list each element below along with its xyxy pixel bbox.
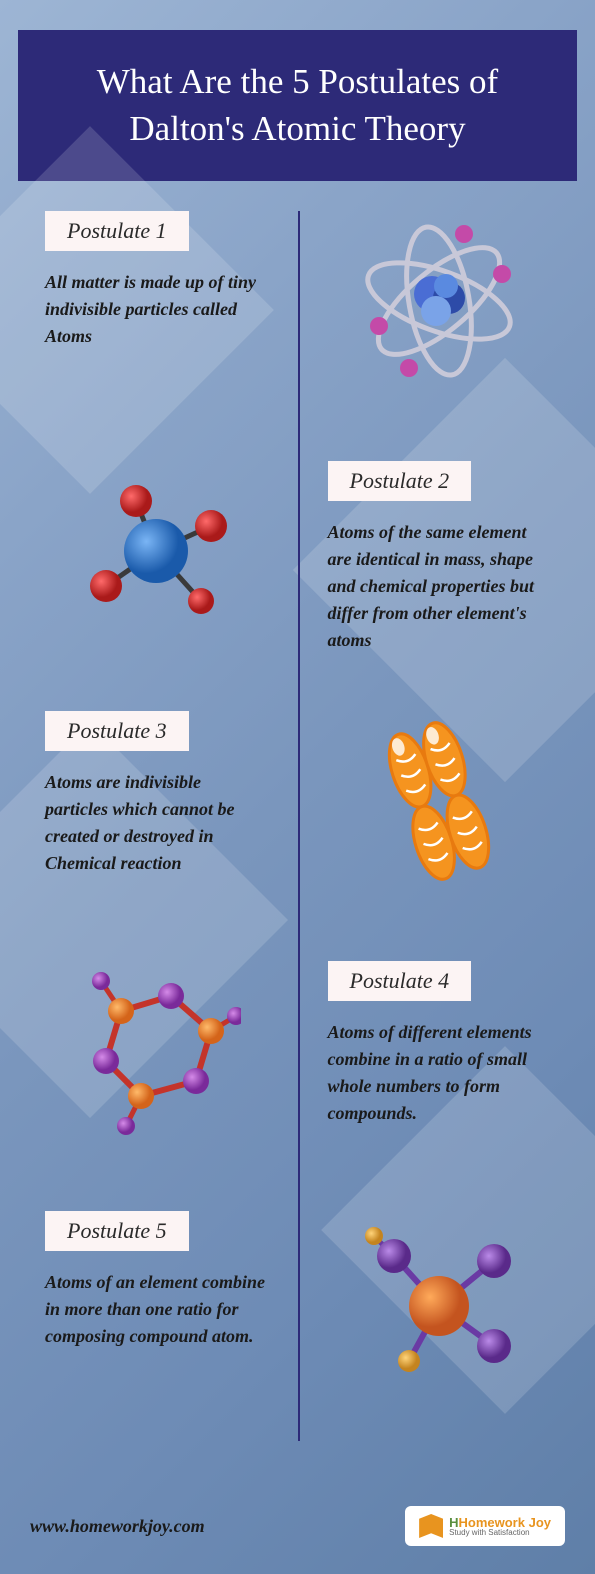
postulate-label: Postulate 3 — [45, 711, 189, 751]
postulate-5-text: Postulate 5 Atoms of an element combine … — [30, 1211, 298, 1350]
postulate-label: Postulate 5 — [45, 1211, 189, 1251]
postulate-body: Atoms of the same element are identical … — [328, 519, 551, 654]
atom-orbits-icon — [298, 211, 566, 391]
footer-url: www.homeworkjoy.com — [30, 1516, 205, 1537]
postulate-body: All matter is made up of tiny indivisibl… — [45, 269, 268, 350]
content-area: Postulate 1 All matter is made up of tin… — [0, 181, 595, 1421]
logo-badge: HHomework Joy Study with Satisfaction — [405, 1506, 565, 1546]
molecule-ring-icon — [30, 961, 298, 1141]
infographic-container: What Are the 5 Postulates of Dalton's At… — [0, 0, 595, 1574]
postulate-label: Postulate 4 — [328, 961, 472, 1001]
vertical-divider — [298, 211, 300, 1441]
postulate-body: Atoms of an element combine in more than… — [45, 1269, 268, 1350]
chromosome-icon — [298, 711, 566, 891]
postulate-1-text: Postulate 1 All matter is made up of tin… — [30, 211, 298, 350]
postulate-label: Postulate 1 — [45, 211, 189, 251]
postulate-body: Atoms are indivisible particles which ca… — [45, 769, 268, 877]
postulate-2-text: Postulate 2 Atoms of the same element ar… — [298, 461, 566, 654]
book-icon — [419, 1514, 443, 1538]
postulate-3-text: Postulate 3 Atoms are indivisible partic… — [30, 711, 298, 877]
molecule-orange-purple-icon — [298, 1211, 566, 1391]
logo-sub-text: Study with Satisfaction — [449, 1529, 551, 1537]
postulate-body: Atoms of different elements combine in a… — [328, 1019, 551, 1127]
logo-text: HHomework Joy Study with Satisfaction — [449, 1516, 551, 1537]
footer: www.homeworkjoy.com HHomework Joy Study … — [30, 1506, 565, 1546]
postulate-label: Postulate 2 — [328, 461, 472, 501]
molecule-blue-red-icon — [30, 461, 298, 641]
postulate-4-text: Postulate 4 Atoms of different elements … — [298, 961, 566, 1127]
